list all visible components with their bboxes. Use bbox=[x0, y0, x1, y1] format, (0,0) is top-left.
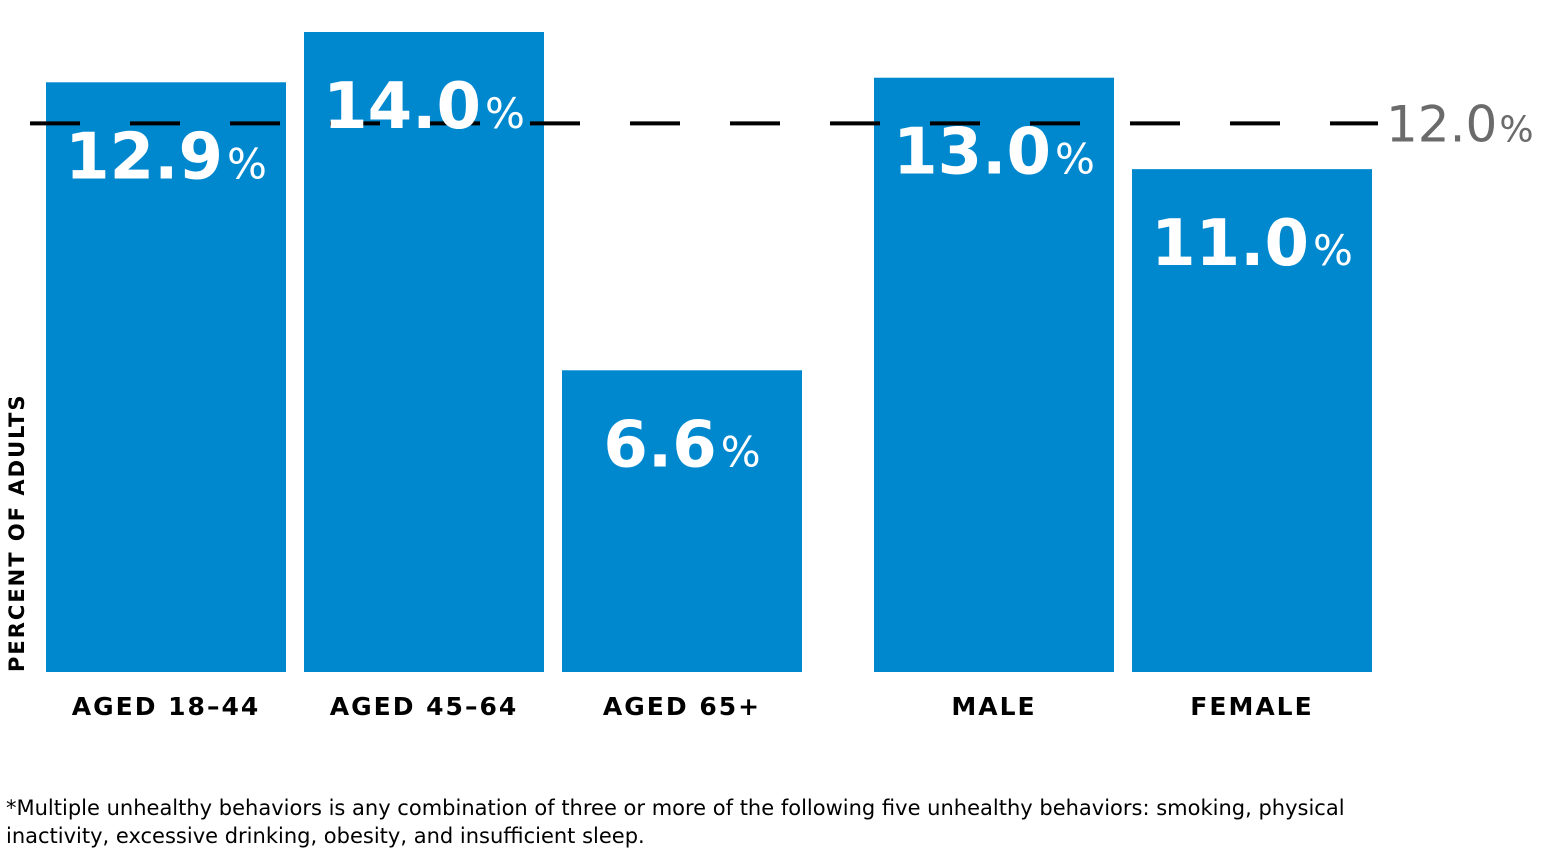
y-axis-label: PERCENT OF ADULTS bbox=[5, 394, 29, 672]
reference-line-label: 12.0% bbox=[1386, 95, 1534, 153]
category-label: MALE bbox=[951, 692, 1036, 721]
bar-value-label: 6.6% bbox=[603, 408, 760, 482]
reference-line-group: 12.0% bbox=[30, 95, 1534, 153]
bar bbox=[304, 32, 544, 672]
bar-value-label: 14.0% bbox=[323, 70, 525, 144]
category-labels: AGED 18–44 AGED 45–64 AGED 65+ MALE FEMALE bbox=[72, 692, 1313, 721]
bar-value-label: 11.0% bbox=[1151, 207, 1353, 281]
bar-chart: 12.0% 12.9% 14.0% 6.6% 13.0% 11.0% AGED 18–4… bbox=[5, 32, 1534, 721]
bar bbox=[1132, 169, 1372, 672]
category-label: FEMALE bbox=[1190, 692, 1313, 721]
footnote: *Multiple unhealthy behaviors is any com… bbox=[6, 796, 1345, 848]
bar-value-labels: 12.9% 14.0% 6.6% 13.0% 11.0% bbox=[65, 70, 1353, 482]
bar bbox=[874, 77, 1114, 672]
bar bbox=[46, 82, 286, 673]
category-label: AGED 45–64 bbox=[330, 692, 518, 721]
category-label: AGED 65+ bbox=[603, 692, 761, 721]
bar-value-label: 13.0% bbox=[893, 116, 1095, 190]
category-label: AGED 18–44 bbox=[72, 692, 260, 721]
bars bbox=[46, 32, 1372, 673]
bar bbox=[562, 370, 802, 672]
bar-value-label: 12.9% bbox=[65, 120, 267, 194]
